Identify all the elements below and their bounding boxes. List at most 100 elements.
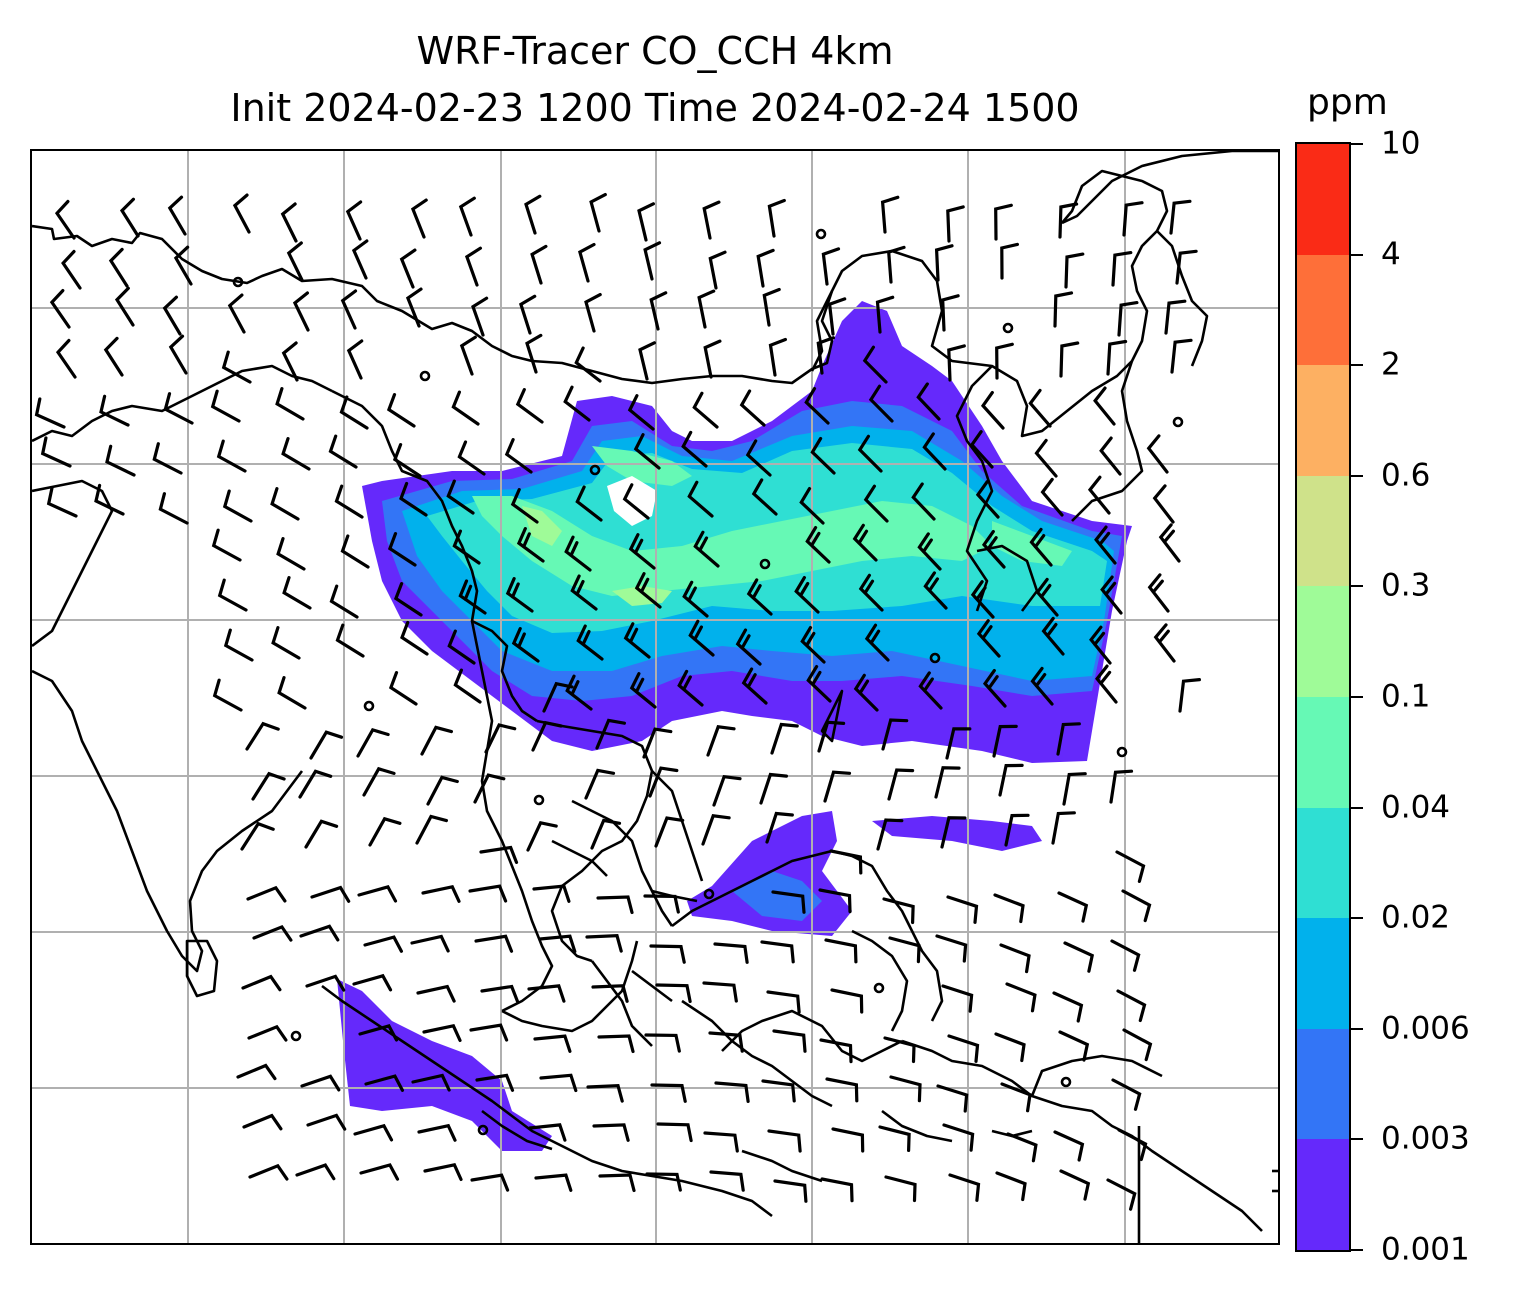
- wind-barb: [525, 333, 543, 374]
- wind-barb: [975, 480, 1000, 519]
- wind-barb: [592, 1123, 630, 1142]
- wind-barb: [353, 1123, 394, 1142]
- wind-barb: [887, 245, 906, 284]
- calm-wind-circle: [419, 370, 431, 382]
- colorbar-tick-label: 0.02: [1381, 899, 1451, 936]
- wind-barb: [794, 576, 820, 614]
- calm-wind-circle: [290, 1030, 302, 1042]
- wind-barb: [980, 391, 1005, 430]
- wind-barb: [1053, 291, 1074, 328]
- wind-barb: [527, 984, 566, 1003]
- wind-barb: [824, 938, 858, 964]
- colorbar-segment: [1297, 807, 1349, 919]
- wind-barb: [1111, 251, 1133, 287]
- wind-barb: [534, 1173, 573, 1192]
- wind-barb: [1117, 301, 1139, 337]
- wind-barb: [565, 674, 593, 711]
- wind-barb: [1146, 434, 1169, 474]
- wind-barb: [1006, 1132, 1038, 1163]
- wind-barb: [310, 885, 351, 903]
- tracer-level-1-east: [872, 816, 1042, 851]
- wind-barb: [473, 773, 506, 804]
- wind-barb: [825, 1077, 859, 1103]
- colorbar-segment: [1297, 144, 1349, 255]
- wind-barb: [470, 1173, 510, 1192]
- wind-barb: [167, 195, 187, 236]
- wind-barb: [484, 723, 517, 754]
- colorbar-tick-label: 2: [1381, 346, 1401, 383]
- wind-barb: [590, 818, 622, 850]
- wind-barb: [768, 337, 787, 377]
- wind-barb: [948, 1173, 981, 1202]
- wind-barb: [280, 202, 298, 243]
- wind-barb: [751, 478, 778, 516]
- wind-barb: [596, 895, 634, 915]
- wind-barb: [304, 819, 339, 849]
- wind-barb: [574, 346, 602, 383]
- wind-barb: [655, 983, 692, 1003]
- wind-barb: [34, 397, 66, 429]
- wind-barb: [858, 573, 884, 612]
- tracer-level-1-south: [337, 979, 552, 1151]
- wind-barb: [570, 574, 598, 611]
- wind-barb: [946, 895, 979, 924]
- wind-barb: [329, 584, 359, 619]
- wind-barb: [1147, 573, 1170, 613]
- wind-barb: [387, 532, 417, 567]
- wind-barb: [469, 1023, 509, 1042]
- wind-barb: [810, 436, 836, 475]
- wind-barb: [576, 624, 604, 661]
- wind-barb: [1056, 722, 1081, 756]
- wind-barb: [388, 671, 418, 706]
- wind-barb: [643, 894, 680, 914]
- wind-barb: [168, 334, 188, 375]
- wind-barb: [518, 294, 537, 335]
- wind-barb: [346, 339, 364, 380]
- wind-barb: [687, 480, 714, 518]
- colorbar-tick-label: 0.04: [1381, 789, 1451, 826]
- wind-barb: [584, 768, 616, 800]
- wind-barb: [654, 816, 685, 848]
- wind-barb: [340, 289, 358, 330]
- wind-barb: [423, 1162, 463, 1181]
- wind-barb: [883, 1036, 916, 1064]
- wind-barb: [1175, 249, 1198, 285]
- wind-barb: [358, 1024, 399, 1042]
- wind-barb: [1111, 1078, 1142, 1111]
- colorbar-tick-label: 4: [1381, 236, 1401, 273]
- wind-barb: [1116, 989, 1147, 1023]
- wind-barb: [410, 934, 450, 953]
- wind-barb: [800, 626, 826, 664]
- wind-barb: [586, 1084, 624, 1103]
- wind-barb: [452, 529, 481, 565]
- calm-wind-circle: [703, 888, 715, 900]
- colorbar-tick-label: 0.003: [1381, 1120, 1470, 1157]
- wind-barb: [464, 246, 482, 287]
- wind-barb: [821, 247, 841, 286]
- colorbar-segment: [1297, 586, 1349, 698]
- wind-barb: [351, 239, 369, 280]
- wind-barb: [399, 248, 417, 289]
- wind-barb: [888, 936, 921, 964]
- wind-barb: [364, 1074, 404, 1092]
- wind-barb: [823, 770, 852, 803]
- wind-barb: [591, 984, 629, 1003]
- wind-barb: [818, 888, 852, 914]
- wind-barb: [1178, 678, 1201, 713]
- wind-barb: [982, 669, 1007, 708]
- wind-barb: [642, 727, 673, 759]
- wind-barb: [1053, 1130, 1085, 1162]
- colorbar-tick-label: 0.001: [1381, 1231, 1470, 1268]
- wind-barb: [995, 342, 1014, 380]
- wind-barb: [1062, 772, 1087, 806]
- wind-barb: [453, 668, 482, 704]
- calm-wind-circle: [929, 652, 941, 664]
- wind-barb: [1115, 850, 1146, 883]
- wind-barb: [994, 203, 1013, 241]
- wind-barb: [471, 296, 489, 337]
- colorbar-tick: [1351, 143, 1363, 145]
- wind-barb: [1052, 991, 1084, 1023]
- wind-barb: [934, 766, 961, 799]
- wind-barb: [911, 482, 936, 521]
- wind-barb: [246, 885, 287, 903]
